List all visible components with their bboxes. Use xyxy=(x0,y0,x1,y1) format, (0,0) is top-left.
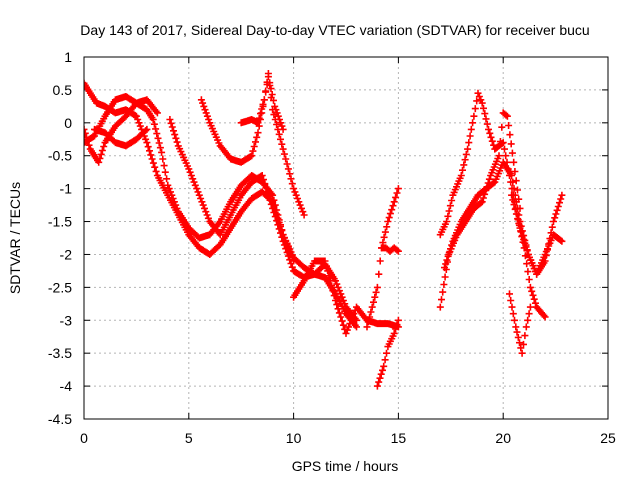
data-points-arc-8 xyxy=(290,257,402,337)
y-axis-label: SDTVAR / TECUs xyxy=(7,182,23,294)
data-points-arc-7 xyxy=(237,73,287,133)
series-arc-15 xyxy=(508,191,566,278)
series-arc-16 xyxy=(506,290,534,357)
y-tick-label: -3 xyxy=(60,312,73,328)
y-tick-label: -2.5 xyxy=(48,279,72,295)
series-arc-5 xyxy=(166,116,360,324)
data-points-arc-12 xyxy=(436,89,549,321)
y-tick-label: -1.5 xyxy=(48,214,72,230)
series-arc-11 xyxy=(373,316,402,390)
y-tick-label: -3.5 xyxy=(48,345,72,361)
x-tick-label: 15 xyxy=(391,430,407,446)
y-tick-label: -4 xyxy=(60,378,73,394)
y-tick-label: 0.5 xyxy=(53,82,73,98)
data-points-arc-9 xyxy=(363,185,402,331)
y-tick-label: -0.5 xyxy=(48,148,72,164)
series-arc-10 xyxy=(378,244,402,255)
y-tick-label: 1 xyxy=(64,49,72,65)
series-arc-7 xyxy=(237,73,287,133)
axis-ticks xyxy=(83,56,609,420)
x-tick-label: 25 xyxy=(600,430,616,446)
axis-frame xyxy=(83,56,609,420)
data-points-arc-5 xyxy=(166,116,360,324)
grid xyxy=(84,57,608,419)
y-tick-label: -2 xyxy=(60,246,73,262)
series-arc-8 xyxy=(290,257,402,337)
data-points-arc-10 xyxy=(378,244,402,255)
tick-labels: 0 5 10 15 20 25 -4.5 -4 -3.5 -3 -2.5 -2 -1.5 -1 -0.5 0 0… xyxy=(48,49,616,446)
chart-title: Day 143 of 2017, Sidereal Day-to-day VTE… xyxy=(80,22,589,38)
y-tick-label: 0 xyxy=(64,115,72,131)
x-tick-label: 10 xyxy=(286,430,302,446)
data-points-arc-4 xyxy=(84,93,161,147)
x-axis-label: GPS time / hours xyxy=(292,458,399,474)
x-tick-label: 5 xyxy=(185,430,193,446)
data-points-arc-15 xyxy=(508,191,566,278)
data-points-arc-11 xyxy=(373,316,402,390)
y-tick-label: -1 xyxy=(60,181,73,197)
plot-area xyxy=(83,56,609,420)
series-arc-12 xyxy=(436,89,549,321)
x-tick-label: 20 xyxy=(495,430,511,446)
series-arc-9 xyxy=(363,185,402,331)
data-marks xyxy=(84,70,566,390)
series-arc-4 xyxy=(84,93,161,147)
y-tick-label: -4.5 xyxy=(48,411,72,427)
x-tick-label: 0 xyxy=(80,430,88,446)
data-points-arc-16 xyxy=(506,290,534,357)
